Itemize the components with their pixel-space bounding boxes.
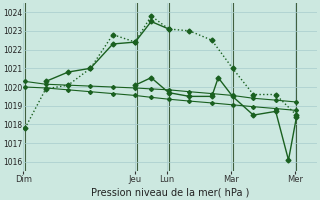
X-axis label: Pression niveau de la mer( hPa ): Pression niveau de la mer( hPa ) bbox=[91, 187, 250, 197]
